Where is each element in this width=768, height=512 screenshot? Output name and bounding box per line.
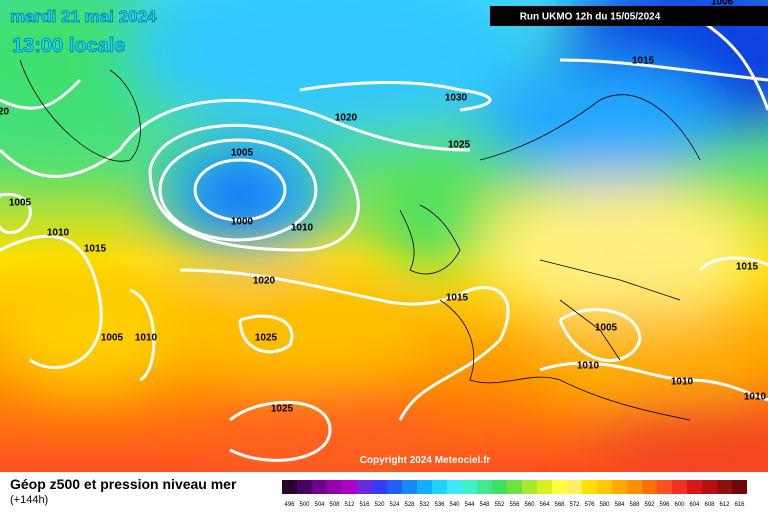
- isobar-label: 1025: [271, 404, 294, 415]
- colorbar-swatch: [312, 480, 327, 494]
- colorbar-label: 504: [314, 502, 325, 508]
- footer-lead: (+144h): [10, 494, 48, 506]
- colorbar-label: 584: [614, 502, 625, 508]
- colorbar-swatch: [297, 480, 312, 494]
- colorbar-swatch: [492, 480, 507, 494]
- isobar-label: 1005: [595, 323, 618, 334]
- isobar-label: 1020: [0, 107, 10, 118]
- isobar-label: 1015: [446, 293, 469, 304]
- colorbar-label: 564: [539, 502, 550, 508]
- colorbar-swatch: [627, 480, 642, 494]
- isobar-label: 1015: [632, 56, 655, 67]
- colorbar-swatch: [417, 480, 432, 494]
- colorbar-label: 604: [689, 502, 700, 508]
- isobar-label: 1015: [736, 262, 759, 273]
- colorbar-swatch: [477, 480, 492, 494]
- isobar-label: 1010: [47, 228, 70, 239]
- isobar-label: 1020: [253, 276, 276, 287]
- colorbar-label: 508: [329, 502, 340, 508]
- colorbar-swatch: [552, 480, 567, 494]
- colorbar-swatch: [597, 480, 612, 494]
- colorbar-swatch: [522, 480, 537, 494]
- colorbar-label: 560: [524, 502, 535, 508]
- colorbar-label: 576: [584, 502, 595, 508]
- colorbar-label: 572: [569, 502, 580, 508]
- colorbar-swatch: [387, 480, 402, 494]
- colorbar-label: 496: [284, 502, 295, 508]
- footer-title: Géop z500 et pression niveau mer: [10, 476, 237, 492]
- colorbar-label: 608: [704, 502, 715, 508]
- colorbar-label: 520: [374, 502, 385, 508]
- colorbar-swatch: [342, 480, 357, 494]
- colorbar-label: 580: [599, 502, 610, 508]
- colorbar-label: 588: [629, 502, 640, 508]
- map-title: mardi 21 mai 2024: [10, 7, 157, 26]
- colorbar-label: 612: [719, 502, 730, 508]
- isobar-label: 1020: [335, 113, 358, 124]
- isobar-label: 1006: [711, 0, 734, 8]
- colorbar-swatch: [612, 480, 627, 494]
- isobars: [0, 18, 768, 462]
- colorbar-swatch: [507, 480, 522, 494]
- colorbar-label: 548: [479, 502, 490, 508]
- colorbar-swatch: [402, 480, 417, 494]
- map-subtitle: 13:00 locale: [12, 35, 125, 57]
- colorbar: 496 500 504 508 512 516 520 524 528 532 536 540 544 5…: [282, 480, 747, 508]
- run-label: Run UKMO 12h du 15/05/2024: [520, 12, 661, 23]
- isobar-labels: 1006 1015 1030 1020 1025 1005 1020 1005 1000 1010…: [0, 0, 767, 415]
- isobar-label: 1010: [577, 361, 600, 372]
- colorbar-label: 616: [734, 502, 745, 508]
- colorbar-swatch: [462, 480, 477, 494]
- colorbar-swatch: [642, 480, 657, 494]
- coastlines: [19, 59, 701, 421]
- colorbar-label: 592: [644, 502, 655, 508]
- colorbar-label: 516: [359, 502, 370, 508]
- isobar-label: 1010: [135, 333, 158, 344]
- colorbar-swatch: [582, 480, 597, 494]
- colorbar-swatch: [357, 480, 372, 494]
- colorbar-label: 568: [554, 502, 565, 508]
- isobar-label: 1005: [101, 333, 124, 344]
- isobar-label: 1010: [291, 223, 314, 234]
- map-field: [0, 0, 768, 472]
- colorbar-label: 536: [434, 502, 445, 508]
- colorbar-swatch: [687, 480, 702, 494]
- colorbar-label: 500: [299, 502, 310, 508]
- colorbar-label: 532: [419, 502, 430, 508]
- isobar-label: 1025: [448, 140, 471, 151]
- colorbar-swatch: [372, 480, 387, 494]
- colorbar-label: 540: [449, 502, 460, 508]
- copyright: Copyright 2024 Meteociel.fr: [360, 455, 491, 466]
- isobar-label: 1005: [9, 198, 32, 209]
- colorbar-label: 512: [344, 502, 355, 508]
- colorbar-swatch: [327, 480, 342, 494]
- colorbar-swatch: [282, 480, 297, 494]
- colorbar-swatch: [657, 480, 672, 494]
- run-box: [490, 6, 768, 26]
- colorbar-swatch: [567, 480, 582, 494]
- colorbar-swatch: [702, 480, 717, 494]
- colorbar-label: 556: [509, 502, 520, 508]
- colorbar-label: 596: [659, 502, 670, 508]
- isobar-label: 1010: [744, 392, 767, 403]
- colorbar-swatch: [537, 480, 552, 494]
- colorbar-label: 544: [464, 502, 475, 508]
- colorbar-label: 528: [404, 502, 415, 508]
- colorbar-swatch: [717, 480, 732, 494]
- colorbar-label: 524: [389, 502, 400, 508]
- colorbar-label: 600: [674, 502, 685, 508]
- isobar-label: 1025: [255, 333, 278, 344]
- colorbar-swatch: [432, 480, 447, 494]
- colorbar-swatch: [447, 480, 462, 494]
- isobar-label: 1030: [445, 93, 468, 104]
- isobar-label: 1005: [231, 148, 254, 159]
- isobar-label: 1010: [671, 377, 694, 388]
- colorbar-swatch: [672, 480, 687, 494]
- isobar-label: 1015: [84, 244, 107, 255]
- colorbar-swatch: [732, 480, 747, 494]
- colorbar-label: 552: [494, 502, 505, 508]
- isobar-label: 1000: [231, 217, 254, 228]
